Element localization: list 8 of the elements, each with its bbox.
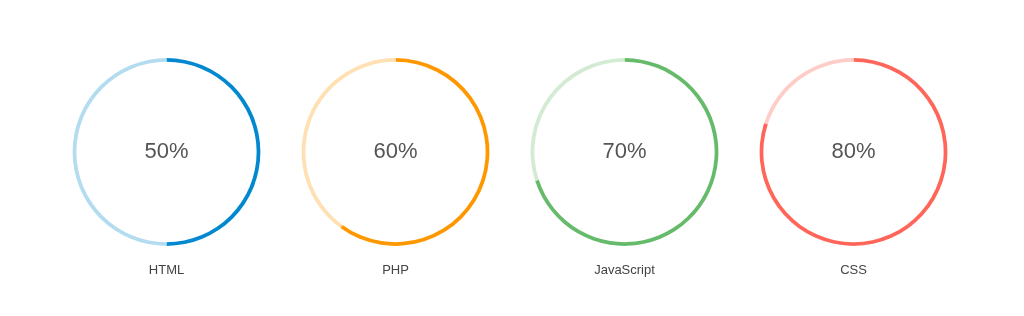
text: CSS xyxy=(840,262,868,277)
text: HTML xyxy=(148,262,185,277)
text: JavaScript xyxy=(594,262,656,277)
text: 50% xyxy=(144,137,189,163)
text: 80% xyxy=(831,137,876,163)
text: PHP xyxy=(382,262,409,277)
text: 60% xyxy=(373,137,418,163)
text: 70% xyxy=(602,137,647,163)
